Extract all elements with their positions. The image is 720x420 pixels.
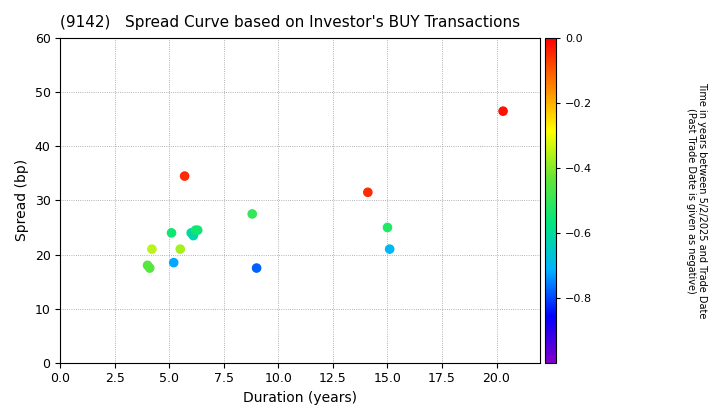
Point [246, 210, 258, 217]
Point [168, 259, 179, 266]
Point [144, 265, 156, 271]
Point [166, 229, 177, 236]
Point [179, 173, 190, 179]
Point [185, 229, 197, 236]
Y-axis label: Time in years between 5/2/2025 and Trade Date
(Past Trade Date is given as negat: Time in years between 5/2/2025 and Trade… [685, 82, 707, 319]
Point [384, 246, 395, 252]
Point [251, 265, 262, 271]
Point [188, 232, 199, 239]
Point [142, 262, 153, 269]
Point [498, 108, 509, 115]
Point [190, 227, 202, 234]
Point [146, 246, 158, 252]
Y-axis label: Spread (bp): Spread (bp) [15, 159, 29, 242]
Point [382, 224, 393, 231]
Point [174, 246, 186, 252]
Point [192, 227, 204, 234]
Point [362, 189, 374, 196]
X-axis label: Duration (years): Duration (years) [243, 391, 357, 405]
Text: (9142)   Spread Curve based on Investor's BUY Transactions: (9142) Spread Curve based on Investor's … [60, 15, 521, 30]
